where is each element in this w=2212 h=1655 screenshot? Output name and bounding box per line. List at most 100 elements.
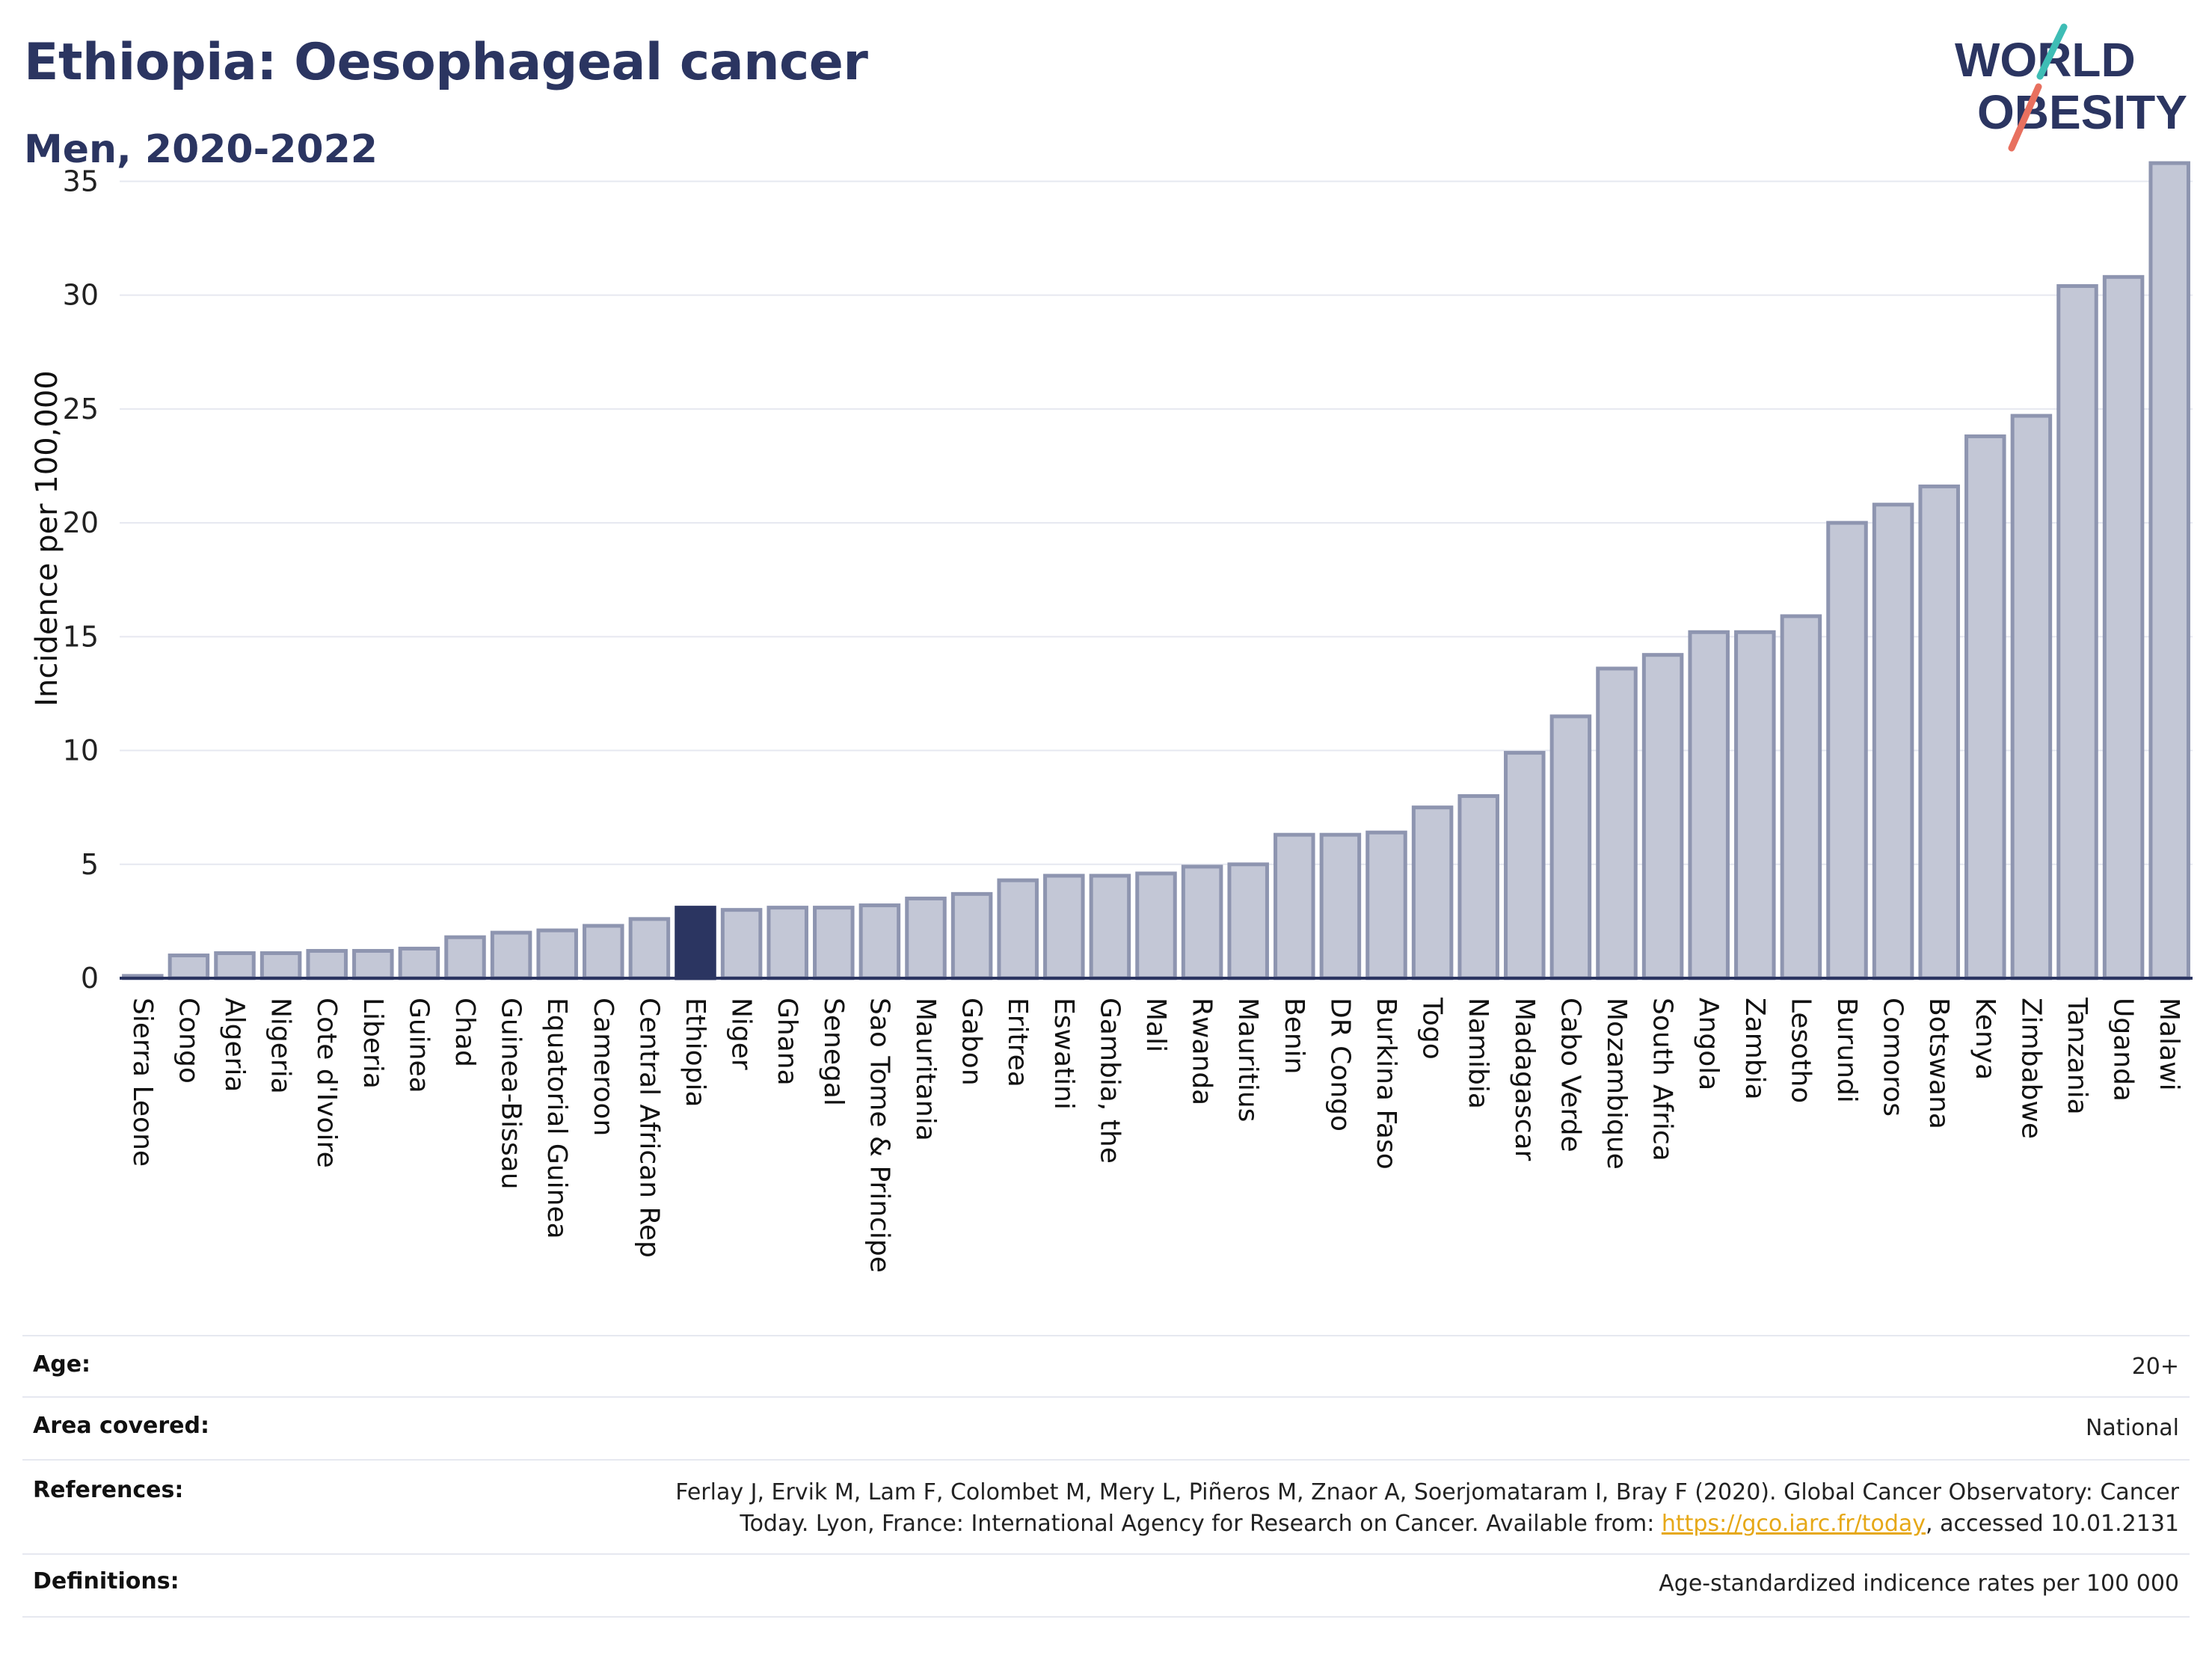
- bar-angola: [1688, 630, 1730, 980]
- chart-subtitle: Men, 2020-2022: [24, 127, 378, 172]
- bar-congo: [168, 954, 210, 980]
- x-tick-label: Ghana: [772, 998, 802, 1086]
- x-tick-label: Guinea-Bissau: [496, 998, 526, 1190]
- bar-lesotho: [1780, 614, 1822, 980]
- y-axis-label: Incidence per 100,000: [30, 370, 64, 707]
- y-tick-label: 20: [63, 506, 99, 539]
- y-tick-label: 25: [63, 393, 99, 426]
- bar-uganda: [2102, 274, 2145, 980]
- y-tick-label: 15: [63, 620, 99, 653]
- logo-word-obesity: OBESITY: [1977, 85, 2187, 139]
- bar-chart: 0 5 10 15 20 25 30 35 Sierra Leone Congo Algeria N…: [30, 161, 2193, 1273]
- x-tick-label: Togo: [1417, 997, 1448, 1060]
- references-line-1: Ferlay J, Ervik M, Lam F, Colombet M, Me…: [675, 1479, 2179, 1505]
- x-tick-label: Niger: [726, 998, 757, 1070]
- x-tick-label: Namibia: [1463, 998, 1493, 1109]
- y-tick-label: 35: [63, 165, 99, 197]
- bar-togo: [1411, 805, 1454, 980]
- references-link[interactable]: https://gco.iarc.fr/today: [1661, 1511, 1926, 1537]
- logo-slash-coral: [2008, 83, 2042, 152]
- bar-dr-congo: [1319, 832, 1362, 980]
- x-tick-label: Cameroon: [588, 998, 618, 1136]
- x-tick-label: Senegal: [818, 998, 849, 1106]
- bar-ghana: [766, 906, 808, 980]
- bar-cameroon: [583, 924, 624, 980]
- bar-ethiopia: [675, 906, 716, 980]
- bar-gambia-the: [1089, 873, 1131, 980]
- bar-comoros: [1872, 503, 1914, 980]
- meta-row-age: Age: 20+: [22, 1335, 2190, 1396]
- x-tick-label: Nigeria: [265, 998, 296, 1094]
- bar-cabo-verde: [1549, 714, 1592, 980]
- x-tick-label: Burundi: [1831, 998, 1862, 1103]
- bar-mali: [1135, 871, 1177, 980]
- x-tick-label: Eritrea: [1002, 998, 1033, 1087]
- x-tick-label: Zimbabwe: [2015, 998, 2046, 1139]
- bars: [122, 161, 2190, 980]
- bar-mauritius: [1227, 862, 1269, 980]
- x-tick-label: Chad: [449, 998, 480, 1067]
- bar-zambia: [1734, 630, 1776, 980]
- x-tick-label: Ethiopia: [680, 998, 710, 1108]
- bar-gabon: [950, 891, 993, 980]
- x-tick-label: Tanzania: [2062, 997, 2092, 1115]
- x-tick-label: Cote d'Ivoire: [311, 998, 342, 1168]
- x-tick-label: Benin: [1279, 998, 1309, 1074]
- bar-niger: [720, 908, 763, 980]
- definitions-label: Definitions:: [33, 1568, 179, 1594]
- x-tick-label: Gambia, the: [1094, 998, 1125, 1164]
- x-tick-label: DR Congo: [1324, 998, 1355, 1132]
- meta-row-references: References: Ferlay J, Ervik M, Lam F, Co…: [22, 1459, 2190, 1553]
- x-tick-label: Guinea: [403, 998, 434, 1093]
- definitions-value: Age-standardized indicence rates per 100…: [1659, 1570, 2179, 1597]
- bar-tanzania: [2056, 283, 2098, 980]
- x-tick-label: Mozambique: [1601, 998, 1632, 1170]
- world-obesity-logo: WORLD OBESITY: [1955, 23, 2187, 152]
- x-tick-label: Mauritius: [1232, 998, 1263, 1122]
- bar-chad: [444, 935, 486, 980]
- x-tick-label: Comoros: [1878, 998, 1908, 1117]
- bar-burkina-faso: [1365, 830, 1407, 980]
- x-tick-label: Eswatini: [1048, 998, 1079, 1110]
- bar-mozambique: [1596, 666, 1638, 980]
- x-tick-label: Congo: [173, 998, 203, 1084]
- x-tick-label: Madagascar: [1509, 998, 1540, 1161]
- y-tick-label: 0: [81, 962, 99, 995]
- y-tick-label: 30: [63, 279, 99, 312]
- y-tick-label: 5: [81, 848, 99, 881]
- x-tick-label: Zambia: [1739, 998, 1770, 1100]
- references-line-3: , accessed 10.01.2131: [1926, 1511, 2179, 1537]
- logo-slash-teal: [2036, 23, 2068, 80]
- age-label: Age:: [33, 1351, 91, 1378]
- x-tick-label: Mali: [1140, 998, 1171, 1052]
- bar-nigeria: [259, 951, 302, 980]
- bar-south-africa: [1641, 653, 1684, 980]
- meta-row-area: Area covered: National: [22, 1396, 2190, 1459]
- bar-malawi: [2148, 161, 2190, 980]
- bar-namibia: [1457, 793, 1499, 980]
- bar-kenya: [1964, 434, 2006, 980]
- references-label: References:: [33, 1477, 184, 1503]
- metadata-table: Age: 20+ Area covered: National Referenc…: [22, 1335, 2190, 1618]
- x-axis-labels: Sierra Leone Congo Algeria Nigeria Cote d'Iv…: [127, 997, 2184, 1273]
- x-tick-label: Liberia: [357, 998, 388, 1089]
- bar-cote-d-ivoire: [306, 948, 348, 980]
- y-tick-label: 10: [63, 734, 99, 767]
- x-tick-label: Gabon: [956, 998, 987, 1086]
- bar-algeria: [214, 951, 256, 980]
- references-line-2: Today. Lyon, France: International Agenc…: [740, 1511, 1662, 1537]
- references-value: Ferlay J, Ervik M, Lam F, Colombet M, Me…: [675, 1477, 2190, 1540]
- bar-guinea: [398, 946, 440, 980]
- area-label: Area covered:: [33, 1413, 209, 1439]
- x-tick-label: Rwanda: [1187, 998, 1217, 1105]
- x-tick-label: Kenya: [1970, 998, 2000, 1080]
- x-tick-label: Uganda: [2108, 998, 2139, 1102]
- x-tick-label: Malawi: [2154, 998, 2184, 1091]
- bar-senegal: [813, 906, 855, 980]
- bar-equatorial-guinea: [536, 928, 578, 980]
- bar-liberia: [352, 948, 394, 980]
- y-axis-ticks: 0 5 10 15 20 25 30 35: [63, 165, 99, 995]
- age-value: 20+: [2131, 1354, 2179, 1380]
- bar-guinea-bissau: [490, 930, 532, 980]
- bar-burundi: [1826, 521, 1868, 980]
